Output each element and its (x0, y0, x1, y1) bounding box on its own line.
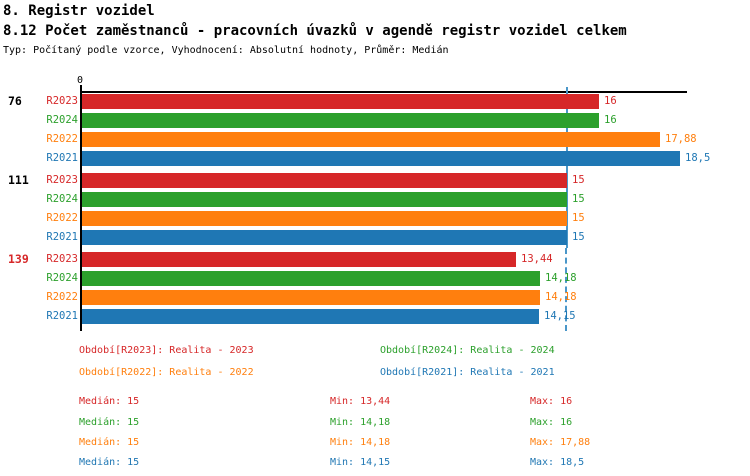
bar-row-label: R2021 (46, 310, 78, 322)
bar-row-label: R2023 (46, 174, 78, 186)
bar-row-label: R2021 (46, 231, 78, 243)
bar-row-label: R2022 (46, 133, 78, 145)
bar (82, 94, 599, 109)
bar-value-label: 16 (604, 114, 617, 126)
bar (82, 230, 567, 245)
bar-row-label: R2021 (46, 152, 78, 164)
bar-value-label: 13,44 (521, 253, 553, 265)
median-line-dashed (565, 248, 567, 331)
bar-value-label: 14,15 (544, 310, 576, 322)
bar (82, 173, 567, 188)
bar (82, 309, 539, 324)
stat-median: Medián: 15 (79, 437, 140, 448)
bar (82, 132, 660, 147)
zero-tick-label: 0 (77, 75, 84, 86)
bar (82, 113, 599, 128)
stat-max: Max: 16 (530, 396, 573, 407)
legend-item: Období[R2021]: Realita - 2021 (380, 367, 555, 378)
stat-median: Medián: 15 (79, 457, 140, 468)
bar-row-label: R2024 (46, 114, 78, 126)
bar-value-label: 14,18 (545, 291, 577, 303)
group-label: 111 (8, 173, 29, 187)
bar-value-label: 15 (572, 231, 585, 243)
bar (82, 290, 540, 305)
indicator-meta: Typ: Počítaný podle vzorce, Vyhodnocení:… (3, 45, 449, 56)
y-axis-line (80, 85, 82, 331)
stat-min: Min: 14,18 (330, 417, 391, 428)
stat-max: Max: 17,88 (530, 437, 591, 448)
bar-row-label: R2023 (46, 253, 78, 265)
bar-value-label: 15 (572, 212, 585, 224)
stat-median: Medián: 15 (79, 417, 140, 428)
section-title: 8. Registr vozidel (3, 3, 155, 19)
legend-item: Období[R2023]: Realita - 2023 (79, 345, 254, 356)
group-label: 76 (8, 94, 22, 108)
bar-row-label: R2023 (46, 95, 78, 107)
group-label: 139 (8, 252, 29, 266)
stat-max: Max: 16 (530, 417, 573, 428)
stat-min: Min: 14,15 (330, 457, 391, 468)
stat-median: Medián: 15 (79, 396, 140, 407)
stat-min: Min: 14,18 (330, 437, 391, 448)
bar (82, 211, 567, 226)
bar-value-label: 15 (572, 193, 585, 205)
x-axis-top-line (82, 91, 687, 93)
legend-item: Období[R2024]: Realita - 2024 (380, 345, 555, 356)
bar (82, 252, 516, 267)
legend-item: Období[R2022]: Realita - 2022 (79, 367, 254, 378)
indicator-title: 8.12 Počet zaměstnanců - pracovních úvaz… (3, 23, 627, 39)
bar-row-label: R2022 (46, 212, 78, 224)
bar-row-label: R2024 (46, 193, 78, 205)
bar (82, 192, 567, 207)
bar-value-label: 16 (604, 95, 617, 107)
median-line-solid (566, 87, 568, 248)
bar-row-label: R2022 (46, 291, 78, 303)
stat-max: Max: 18,5 (530, 457, 585, 468)
bar (82, 151, 680, 166)
bar-value-label: 15 (572, 174, 585, 186)
bar-value-label: 18,5 (685, 152, 711, 164)
bar (82, 271, 540, 286)
stat-min: Min: 13,44 (330, 396, 391, 407)
bar-value-label: 14,18 (545, 272, 577, 284)
bar-value-label: 17,88 (665, 133, 697, 145)
bar-row-label: R2024 (46, 272, 78, 284)
